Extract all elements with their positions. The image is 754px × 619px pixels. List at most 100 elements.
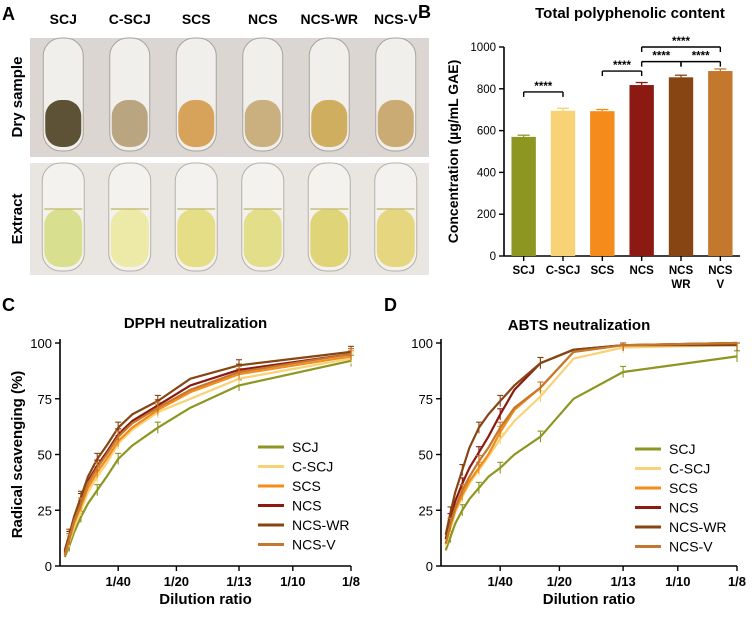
x-tick-label: 1/13 xyxy=(226,574,251,589)
series-line xyxy=(444,355,738,551)
legend-label: NCS xyxy=(669,500,699,516)
y-tick-label: 200 xyxy=(477,209,496,221)
legend-label: NCS xyxy=(292,498,322,514)
x-tick-label: WR xyxy=(671,279,691,291)
extract-liquid xyxy=(310,209,349,267)
chart-title: ABTS neutralization xyxy=(508,317,651,334)
legend-label: C-SCJ xyxy=(292,459,333,475)
x-tick-label: 1/8 xyxy=(728,574,746,589)
y-tick-label: 600 xyxy=(477,126,496,138)
polyphenol-bar-chart: Total polyphenolic content 0 200 400 600 800 1… xyxy=(445,5,740,291)
x-tick-label: NCS xyxy=(669,265,694,277)
x-tick-label: 1/20 xyxy=(164,574,189,589)
y-tick-label: 0 xyxy=(45,559,52,574)
dry-sample-fill xyxy=(111,100,148,147)
y-tick-label: 100 xyxy=(30,336,52,351)
x-axis-label: Dilution ratio xyxy=(543,591,636,608)
y-axis-label: Concentration (µg/mL GAE) xyxy=(445,60,461,244)
x-tick-label: 1/10 xyxy=(280,574,305,589)
significance-label: **** xyxy=(613,60,631,72)
series-line xyxy=(444,341,738,544)
sample-label: NCS xyxy=(248,11,278,27)
legend-label: NCS-WR xyxy=(669,519,727,535)
y-tick-label: 50 xyxy=(38,448,52,463)
row-label-extract: Extract xyxy=(9,194,26,245)
y-tick-label: 25 xyxy=(419,503,433,518)
sample-label: NCS-V xyxy=(374,11,418,27)
panel-label-c: C xyxy=(2,295,15,315)
y-tick-label: 0 xyxy=(426,559,433,574)
bar xyxy=(668,77,694,257)
x-tick-label: NCS xyxy=(630,265,655,277)
series-line xyxy=(63,357,352,556)
x-tick-label: C-SCJ xyxy=(546,265,581,277)
legend-label: SCS xyxy=(669,480,698,496)
dry-photo-background xyxy=(30,38,429,157)
series-line xyxy=(63,353,352,556)
panel-label-d: D xyxy=(384,295,397,315)
dry-sample-fill xyxy=(377,100,414,147)
series-line xyxy=(63,350,352,551)
y-tick-label: 50 xyxy=(419,448,433,463)
x-tick-label: 1/8 xyxy=(342,574,360,589)
extract-liquid xyxy=(44,209,83,267)
y-tick-label: 400 xyxy=(477,167,496,179)
y-tick-label: 75 xyxy=(38,392,52,407)
dry-sample-fill xyxy=(45,100,82,147)
bar xyxy=(708,71,733,256)
x-tick-label: 1/40 xyxy=(106,574,131,589)
x-tick-label: SCJ xyxy=(512,265,534,277)
x-tick-label: V xyxy=(716,279,724,291)
extract-liquid xyxy=(177,209,216,267)
legend-label: NCS-V xyxy=(669,539,713,555)
bar xyxy=(629,85,654,257)
series-line xyxy=(63,359,352,558)
x-axis-label: Dilution ratio xyxy=(159,591,252,608)
bar xyxy=(511,136,536,256)
sample-photo-panel: SCJ C-SCJ SCS NCS NCS-WR NCS-V Dry sample Extra… xyxy=(9,11,429,275)
abts-line-chart: ABTS neutralization 0 25 50 75 100 1/40 1/20 1/1… xyxy=(411,317,746,608)
legend-label: C-SCJ xyxy=(669,461,710,477)
dry-sample-fill xyxy=(178,100,215,147)
y-tick-label: 75 xyxy=(419,392,433,407)
y-tick-label: 800 xyxy=(477,84,496,96)
y-tick-label: 100 xyxy=(411,336,433,351)
extract-liquid xyxy=(243,209,282,267)
chart-title: DPPH neutralization xyxy=(124,315,267,332)
bar xyxy=(550,110,576,257)
dry-sample-fill xyxy=(311,100,348,147)
legend-label: NCS-V xyxy=(292,537,336,553)
x-tick-label: 1/10 xyxy=(665,574,690,589)
extract-photo-background xyxy=(30,163,429,275)
legend-label: SCJ xyxy=(292,439,318,455)
x-tick-label: 1/40 xyxy=(488,574,513,589)
significance-label: **** xyxy=(652,51,670,63)
legend-label: SCJ xyxy=(669,441,695,457)
chart-title: Total polyphenolic content xyxy=(535,5,725,22)
bar xyxy=(590,111,615,257)
y-tick-label: 0 xyxy=(490,251,496,263)
x-tick-label: NCS xyxy=(708,265,733,277)
dpph-line-chart: DPPH neutralization 0 25 50 75 100 1/40 1/20 1/1… xyxy=(9,315,360,608)
x-tick-label: 1/20 xyxy=(547,574,572,589)
dry-sample-fill xyxy=(244,100,281,147)
significance-label: **** xyxy=(692,51,710,63)
row-label-dry: Dry sample xyxy=(9,57,26,138)
sample-label: NCS-WR xyxy=(300,11,358,27)
x-tick-label: 1/13 xyxy=(610,574,635,589)
sample-label: SCS xyxy=(182,11,211,27)
significance-label: **** xyxy=(672,36,690,48)
y-tick-label: 1000 xyxy=(470,42,496,54)
x-tick-label: SCS xyxy=(591,265,615,277)
sample-label: C-SCJ xyxy=(109,11,151,27)
series-line xyxy=(444,344,737,536)
panel-label-b: B xyxy=(418,2,431,22)
y-tick-label: 25 xyxy=(38,503,52,518)
sample-label: SCJ xyxy=(50,11,77,27)
y-axis-label: Radical scavenging (%) xyxy=(9,371,26,539)
significance-label: **** xyxy=(534,81,552,93)
legend-label: SCS xyxy=(292,478,321,494)
extract-liquid xyxy=(376,209,415,267)
panel-label-a: A xyxy=(2,4,15,24)
